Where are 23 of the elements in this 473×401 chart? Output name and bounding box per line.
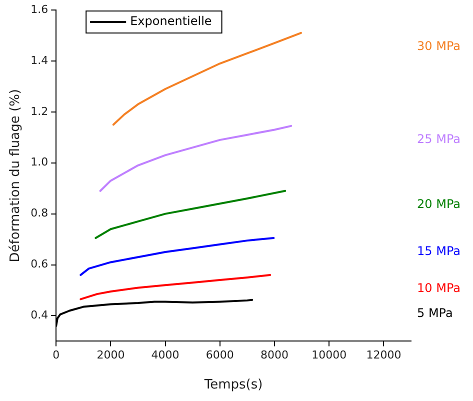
- y-tick-label: 0.6: [30, 258, 48, 271]
- y-tick-label: 1.0: [30, 156, 48, 169]
- y-tick-label: 0.8: [30, 206, 48, 220]
- y-tick-label: 0.4: [30, 308, 48, 322]
- y-tick-label: 1.4: [30, 54, 48, 67]
- y-tick-label: 1.6: [30, 2, 48, 16]
- text: 25 MPa: [417, 132, 460, 146]
- x-tick-label: 4000: [151, 348, 180, 362]
- text: 20 MPa: [417, 197, 460, 212]
- text: 15 MPa: [417, 244, 460, 258]
- x-tick-label: 0: [52, 348, 60, 362]
- y-tick-label: 1.2: [30, 104, 48, 118]
- x-tick-label: 8000: [260, 348, 288, 362]
- x-axis-title: Temps(s): [203, 378, 263, 393]
- x-tick-label: 10000: [312, 348, 347, 362]
- y-axis-title: Déformation du fluage (%): [8, 88, 24, 262]
- text: 10 MPa: [417, 281, 460, 296]
- x-tick-label: 2000: [96, 348, 125, 362]
- legend-label: Exponentielle: [130, 14, 212, 28]
- x-tick-label: 6000: [206, 348, 234, 362]
- text: 30 MPa: [417, 39, 460, 54]
- x-tick-label: 12000: [366, 348, 402, 362]
- text: 5 MPa: [417, 306, 453, 320]
